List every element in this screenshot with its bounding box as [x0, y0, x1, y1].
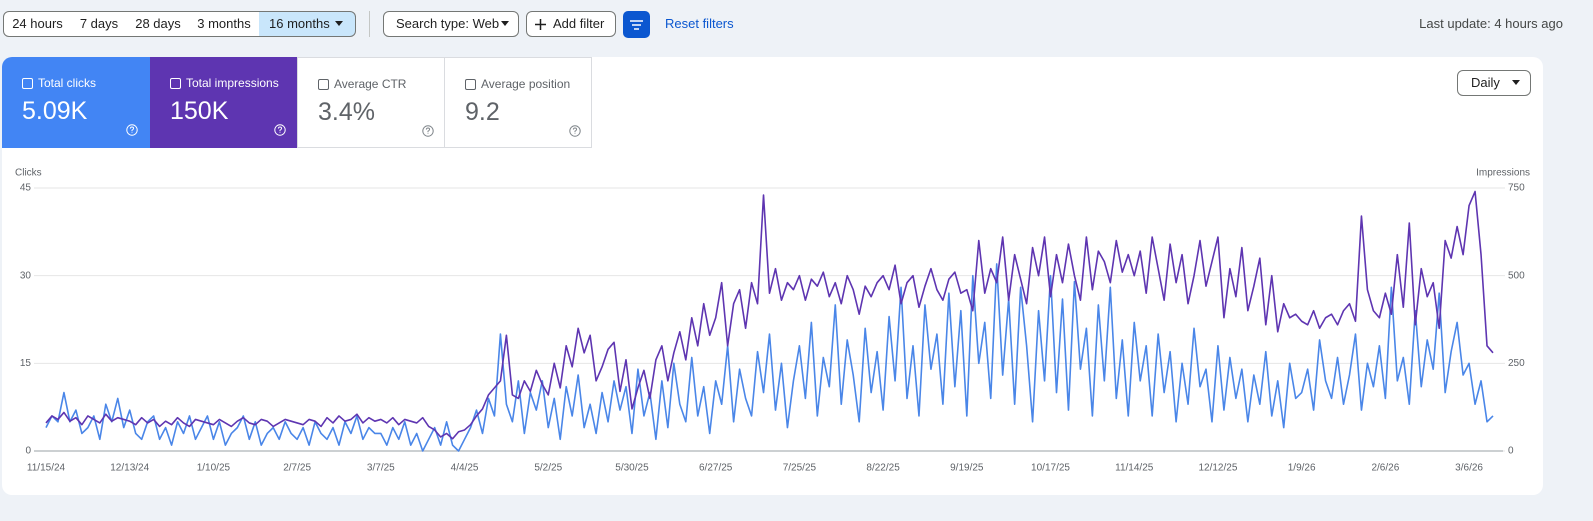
range-button[interactable]: 7 days [71, 11, 128, 37]
granularity-label: Daily [1471, 75, 1500, 90]
granularity-button[interactable]: Daily [1457, 70, 1531, 96]
y-tick-label: 45 [20, 183, 32, 194]
y2-tick-label: 250 [1508, 358, 1525, 369]
checkbox [22, 78, 33, 89]
metric-label: Total impressions [186, 76, 279, 90]
metric-label: Total clicks [38, 76, 97, 90]
series-line [45, 263, 1494, 452]
help-icon[interactable] [274, 124, 286, 136]
filter-icon-button[interactable] [623, 11, 650, 38]
caret [335, 21, 343, 26]
caret [501, 21, 509, 26]
y-tick-label: 15 [20, 358, 32, 369]
metric-card[interactable]: Average position 9.2 [444, 57, 592, 148]
caret [1512, 80, 1520, 85]
range-label: 16 months [269, 16, 330, 31]
x-tick-label: 4/4/25 [451, 463, 479, 474]
metric-value: 150K [170, 97, 229, 125]
x-tick-label: 3/7/25 [367, 463, 395, 474]
metric-label: Average position [481, 77, 571, 91]
range-button[interactable]: 3 months [189, 11, 260, 37]
x-tick-label: 12/13/24 [110, 463, 149, 474]
y2-tick-label: 0 [1508, 446, 1514, 457]
help-icon[interactable] [126, 124, 138, 136]
series-line [45, 190, 1494, 440]
y2-tick-label: 750 [1508, 183, 1525, 194]
range-button-selected[interactable]: 16 months [259, 11, 356, 37]
add-filter-label: Add filter [553, 16, 605, 31]
metric-value: 3.4% [318, 98, 375, 126]
metric-value: 5.09K [22, 97, 88, 125]
x-tick-label: 8/22/25 [866, 463, 900, 474]
metric-value: 9.2 [465, 98, 500, 126]
checkbox [170, 78, 181, 89]
add-filter-button[interactable]: Add filter [526, 11, 616, 37]
checkbox [318, 79, 329, 90]
metric-label: Average CTR [334, 77, 407, 91]
search-type-button[interactable]: Search type: Web [383, 11, 519, 37]
y-tick-label: 0 [25, 446, 31, 457]
last-update: Last update: 4 hours ago [1419, 16, 1563, 31]
x-tick-label: 2/7/25 [283, 463, 311, 474]
x-tick-label: 3/6/26 [1455, 463, 1483, 474]
x-tick-label: 5/2/25 [534, 463, 562, 474]
x-tick-label: 7/25/25 [783, 463, 817, 474]
plus-icon [535, 19, 546, 30]
x-tick-label: 11/15/24 [27, 463, 66, 474]
reset-filters-link[interactable]: Reset filters [665, 16, 734, 31]
y2-axis-title: Impressions [1476, 168, 1530, 179]
x-tick-label: 6/27/25 [699, 463, 733, 474]
help-icon[interactable] [569, 125, 581, 137]
x-tick-label: 11/14/25 [1115, 463, 1154, 474]
x-tick-label: 9/19/25 [950, 463, 984, 474]
y-tick-label: 30 [20, 270, 32, 281]
x-tick-label: 12/12/25 [1198, 463, 1237, 474]
x-tick-label: 1/9/26 [1288, 463, 1316, 474]
x-tick-label: 2/6/26 [1371, 463, 1399, 474]
help-icon[interactable] [422, 125, 434, 137]
search-type-label: Search type: Web [396, 16, 500, 31]
x-tick-label: 1/10/25 [197, 463, 231, 474]
filter-icon [630, 20, 643, 30]
divider [369, 11, 370, 37]
metric-card[interactable]: Total impressions 150K [150, 57, 298, 148]
y2-tick-label: 500 [1508, 270, 1525, 281]
range-button[interactable]: 28 days [127, 11, 190, 37]
checkbox [465, 79, 476, 90]
x-tick-label: 10/17/25 [1031, 463, 1070, 474]
y-axis-title: Clicks [15, 168, 42, 179]
range-button[interactable]: 24 hours [3, 11, 72, 37]
metric-card[interactable]: Total clicks 5.09K [2, 57, 150, 148]
x-tick-label: 5/30/25 [615, 463, 649, 474]
metric-card[interactable]: Average CTR 3.4% [297, 57, 445, 148]
